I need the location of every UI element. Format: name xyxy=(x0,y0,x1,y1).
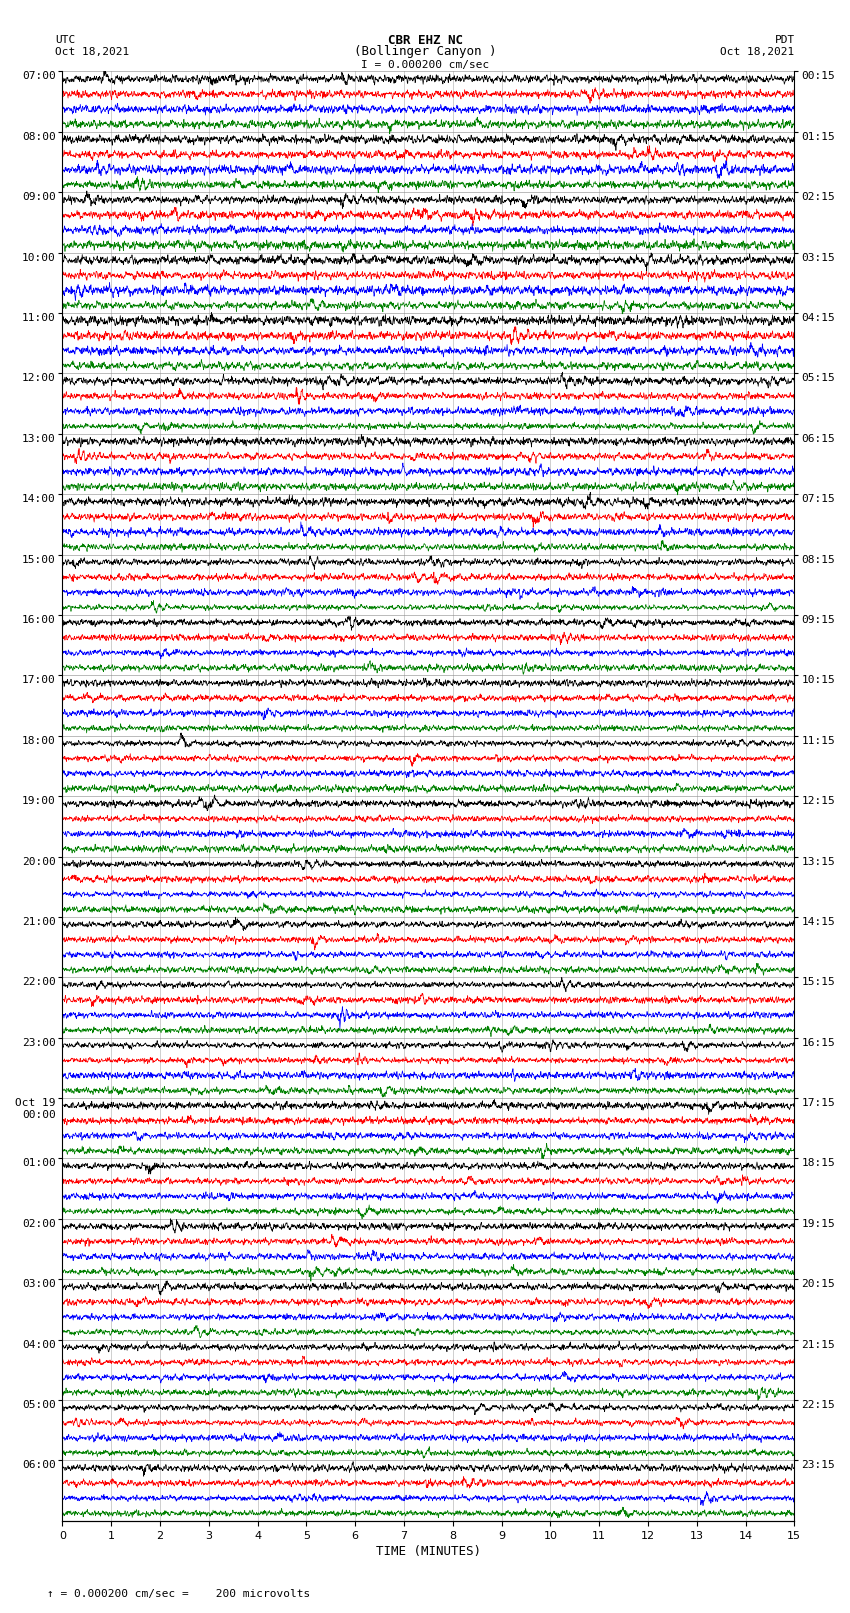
X-axis label: TIME (MINUTES): TIME (MINUTES) xyxy=(376,1545,481,1558)
Text: ↑ = 0.000200 cm/sec =    200 microvolts: ↑ = 0.000200 cm/sec = 200 microvolts xyxy=(47,1589,310,1598)
Text: Oct 18,2021: Oct 18,2021 xyxy=(55,47,129,56)
Text: Oct 18,2021: Oct 18,2021 xyxy=(721,47,795,56)
Text: UTC: UTC xyxy=(55,35,76,45)
Text: CBR EHZ NC: CBR EHZ NC xyxy=(388,34,462,47)
Text: (Bollinger Canyon ): (Bollinger Canyon ) xyxy=(354,45,496,58)
Text: I = 0.000200 cm/sec: I = 0.000200 cm/sec xyxy=(361,60,489,69)
Text: PDT: PDT xyxy=(774,35,795,45)
